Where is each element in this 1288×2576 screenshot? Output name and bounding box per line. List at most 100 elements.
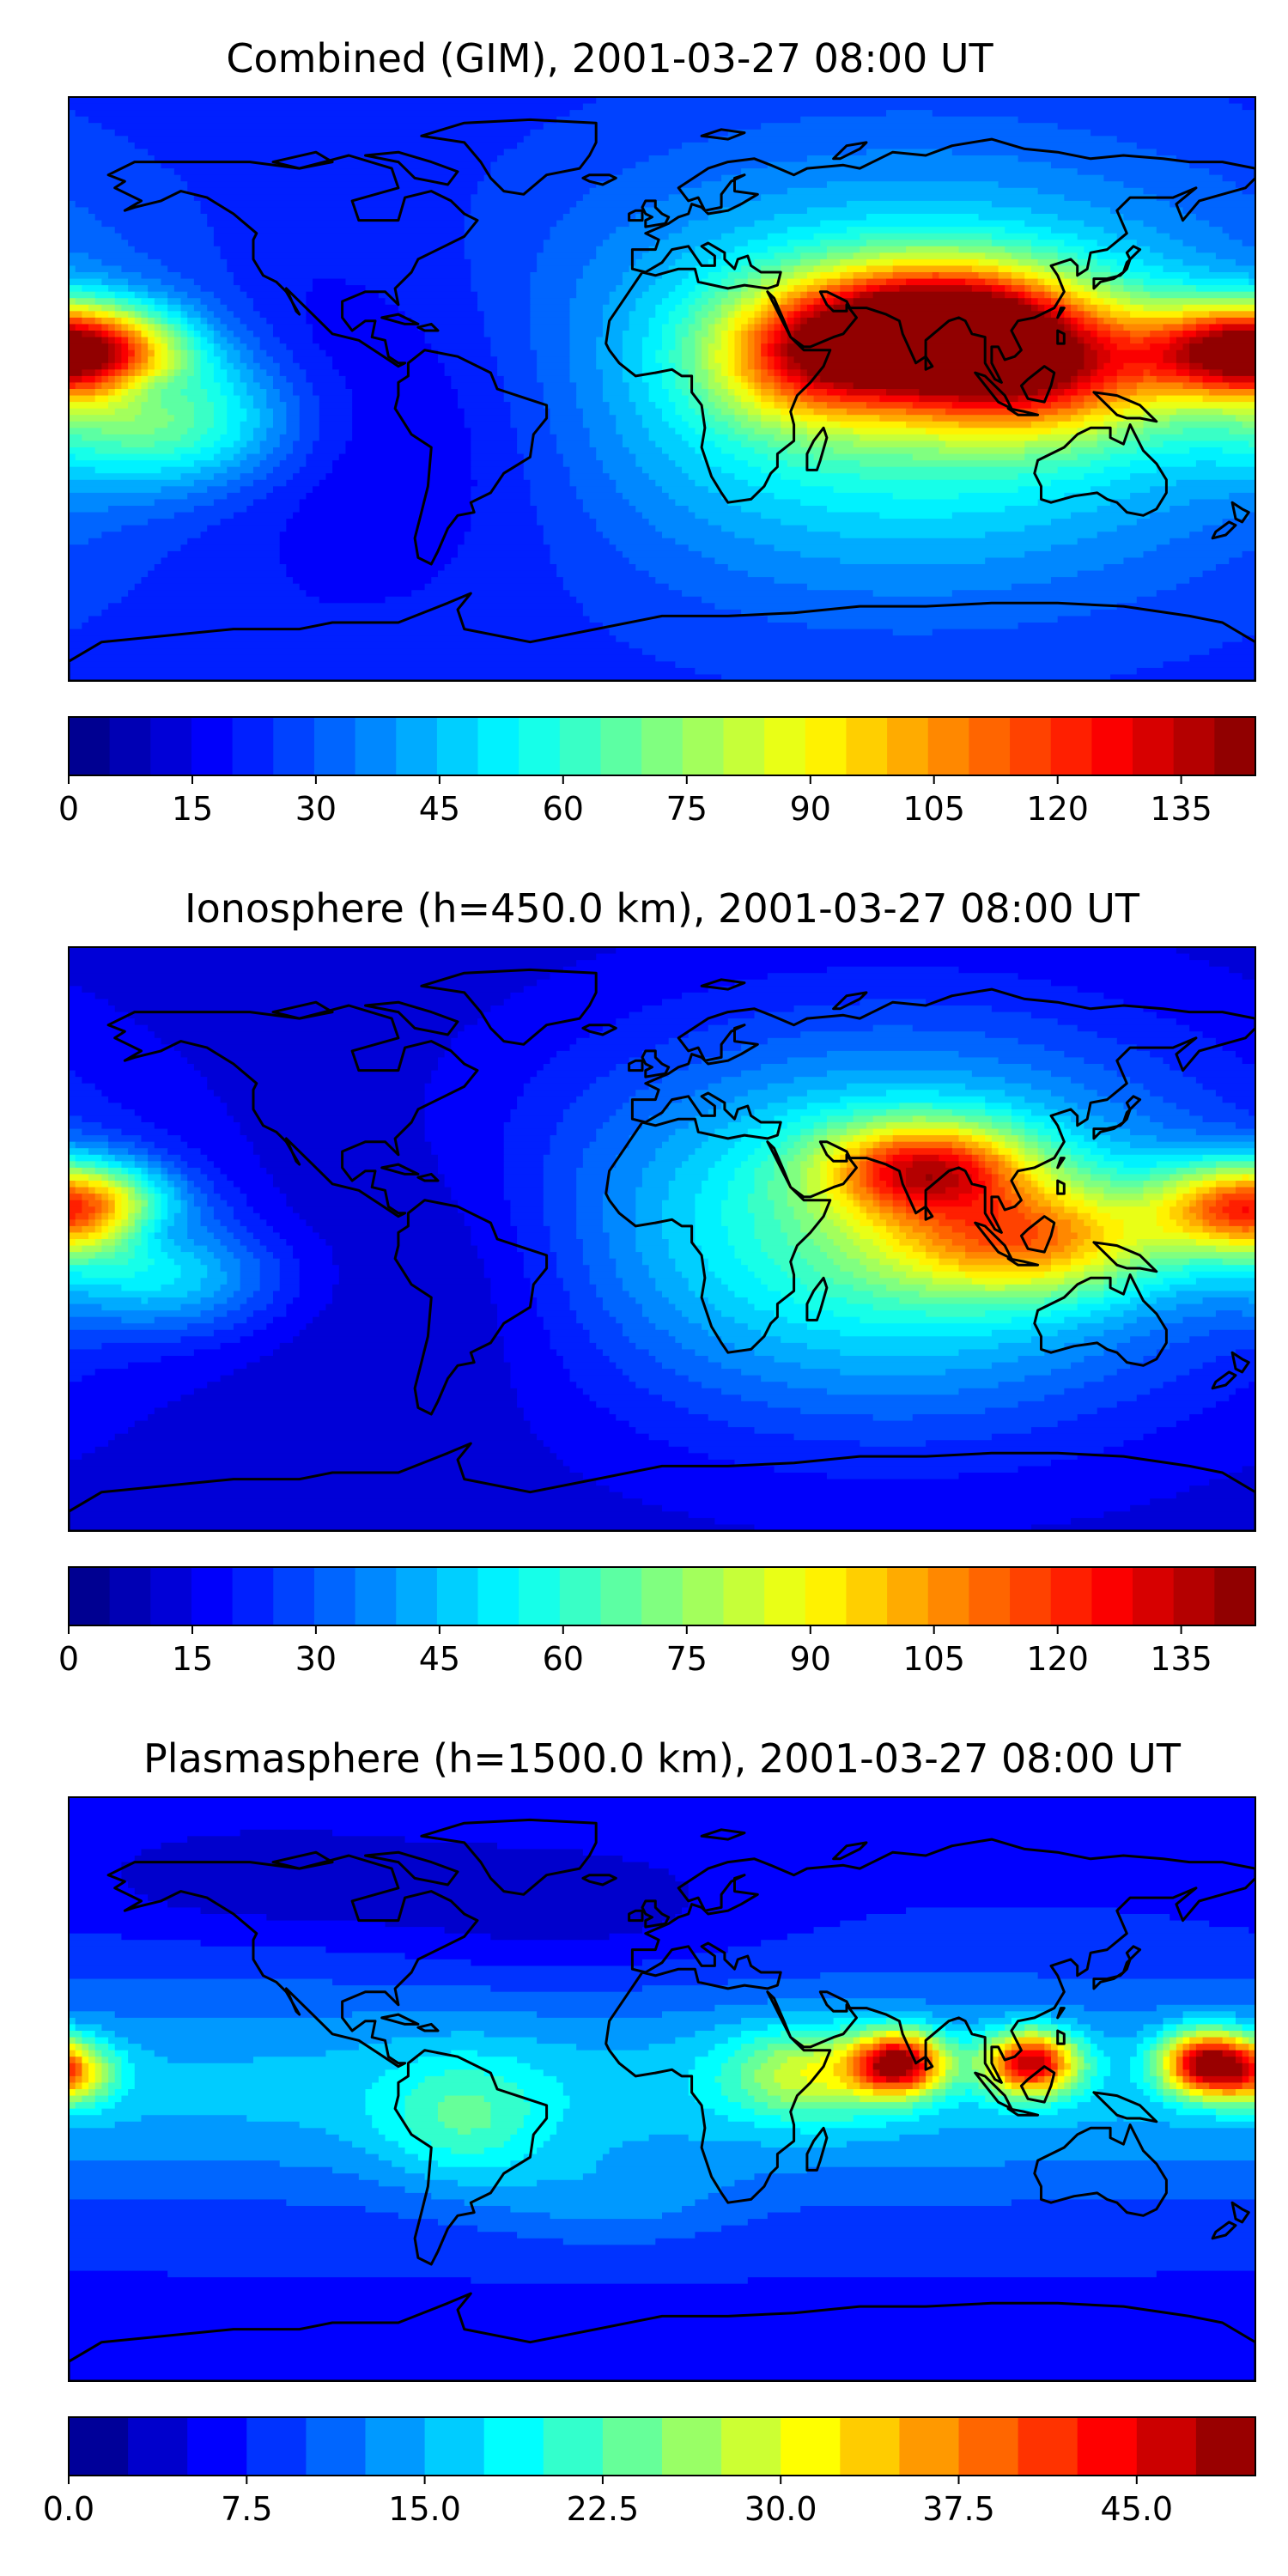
heatmap-cell <box>523 1265 557 1273</box>
heatmap-cell <box>576 1219 604 1227</box>
heatmap-cell <box>141 272 182 280</box>
heatmap-cell <box>471 434 518 442</box>
heatmap-cell <box>550 415 584 422</box>
heatmap-cell <box>69 1881 129 1889</box>
heatmap-cell <box>503 375 538 384</box>
heatmap-cell <box>820 1271 854 1279</box>
heatmap-cell <box>173 337 182 344</box>
heatmap-cell <box>1123 1323 1164 1331</box>
heatmap-cell <box>173 1187 182 1194</box>
heatmap-cell <box>510 1219 544 1227</box>
heatmap-cell <box>1222 2050 1236 2057</box>
heatmap-cell <box>629 389 650 397</box>
heatmap-cell <box>899 1148 953 1156</box>
heatmap-cell <box>1143 278 1184 286</box>
heatmap-cell <box>404 2121 446 2129</box>
heatmap-cell <box>167 375 175 384</box>
heatmap-cell <box>69 1985 491 1993</box>
heatmap-cell <box>523 136 709 143</box>
heatmap-cell <box>286 421 301 428</box>
heatmap-cell <box>860 1174 867 1182</box>
heatmap-cell <box>299 1329 498 1337</box>
heatmap-cell <box>1084 2089 1098 2097</box>
heatmap-cell <box>1189 577 1255 585</box>
heatmap-cell <box>1091 200 1170 209</box>
heatmap-cell <box>1116 1167 1151 1176</box>
heatmap-cell <box>1005 1161 1012 1169</box>
heatmap-cell <box>906 2089 920 2097</box>
heatmap-cell <box>543 2141 623 2148</box>
heatmap-cell <box>69 538 89 545</box>
heatmap-cell <box>1077 291 1091 299</box>
heatmap-cell <box>1130 291 1151 299</box>
heatmap-cell <box>108 1167 123 1176</box>
heatmap-cell <box>1150 512 1249 519</box>
heatmap-cell <box>562 1284 597 1292</box>
heatmap-cell <box>1170 421 1243 428</box>
heatmap-cell <box>1030 207 1111 215</box>
heatmap-cell <box>246 1316 274 1324</box>
heatmap-cell <box>471 466 525 474</box>
heatmap-cell <box>503 1349 557 1357</box>
heatmap-cell <box>490 1278 532 1285</box>
heatmap-cell <box>75 2102 96 2110</box>
heatmap-cell <box>569 466 604 474</box>
heatmap-cell <box>114 2075 123 2084</box>
heatmap-cell <box>114 1174 129 1182</box>
heatmap-cell <box>596 1077 663 1084</box>
colorbar-swatch <box>1091 1567 1133 1625</box>
heatmap-cell <box>714 1303 756 1311</box>
heatmap-cell <box>813 233 860 240</box>
heatmap-cell <box>313 440 347 448</box>
heatmap-cell <box>108 337 116 344</box>
heatmap-cell <box>747 479 801 487</box>
heatmap-cell <box>1229 492 1255 501</box>
heatmap-cell <box>1189 1485 1255 1493</box>
heatmap-cell <box>932 1278 973 1285</box>
heatmap-cell <box>1163 1200 1177 1207</box>
heatmap-cell <box>1163 1225 1184 1234</box>
heatmap-cell <box>1064 1342 1118 1351</box>
heatmap-cell <box>101 324 109 331</box>
heatmap-cell <box>1030 240 1065 247</box>
heatmap-cell <box>655 1323 702 1331</box>
heatmap-cell <box>820 1245 841 1253</box>
heatmap-cell <box>286 375 307 384</box>
heatmap-cell <box>641 1174 676 1182</box>
heatmap-cell <box>1057 1232 1078 1240</box>
heatmap-cell <box>69 1181 76 1188</box>
heatmap-cell <box>537 506 584 513</box>
heatmap-cell <box>477 1245 518 1253</box>
heatmap-cell <box>69 1894 149 1902</box>
heatmap-cell <box>128 1148 149 1156</box>
heatmap-cell <box>510 1115 564 1123</box>
heatmap-cell <box>998 265 1012 273</box>
heatmap-cell <box>134 343 143 351</box>
heatmap-cell <box>141 1225 155 1234</box>
heatmap-cell <box>806 369 1078 377</box>
heatmap-cell <box>293 1297 333 1305</box>
heatmap-cell <box>114 1245 129 1253</box>
heatmap-cell <box>702 382 709 390</box>
heatmap-cell <box>1176 356 1190 364</box>
heatmap-cell <box>1156 590 1255 598</box>
heatmap-cell <box>69 1083 96 1091</box>
heatmap-cell <box>695 2095 729 2103</box>
heatmap-cell <box>767 343 775 351</box>
heatmap-cell <box>503 1135 551 1143</box>
heatmap-cell <box>69 1070 76 1078</box>
heatmap-cell <box>200 1284 222 1292</box>
heatmap-cell <box>69 194 195 202</box>
heatmap-cell <box>641 1303 676 1311</box>
heatmap-cell <box>259 1356 505 1364</box>
heatmap-cell <box>1071 324 1078 331</box>
heatmap-cell <box>193 460 222 468</box>
heatmap-cell <box>266 1323 307 1331</box>
heatmap-cell <box>213 421 228 428</box>
heatmap-cell <box>1202 1194 1217 1201</box>
heatmap-cell <box>899 1239 920 1247</box>
heatmap-cell <box>1071 304 1078 312</box>
heatmap-cell <box>88 538 188 545</box>
heatmap-cell <box>971 2037 986 2044</box>
heatmap-cell <box>1050 2089 1059 2097</box>
